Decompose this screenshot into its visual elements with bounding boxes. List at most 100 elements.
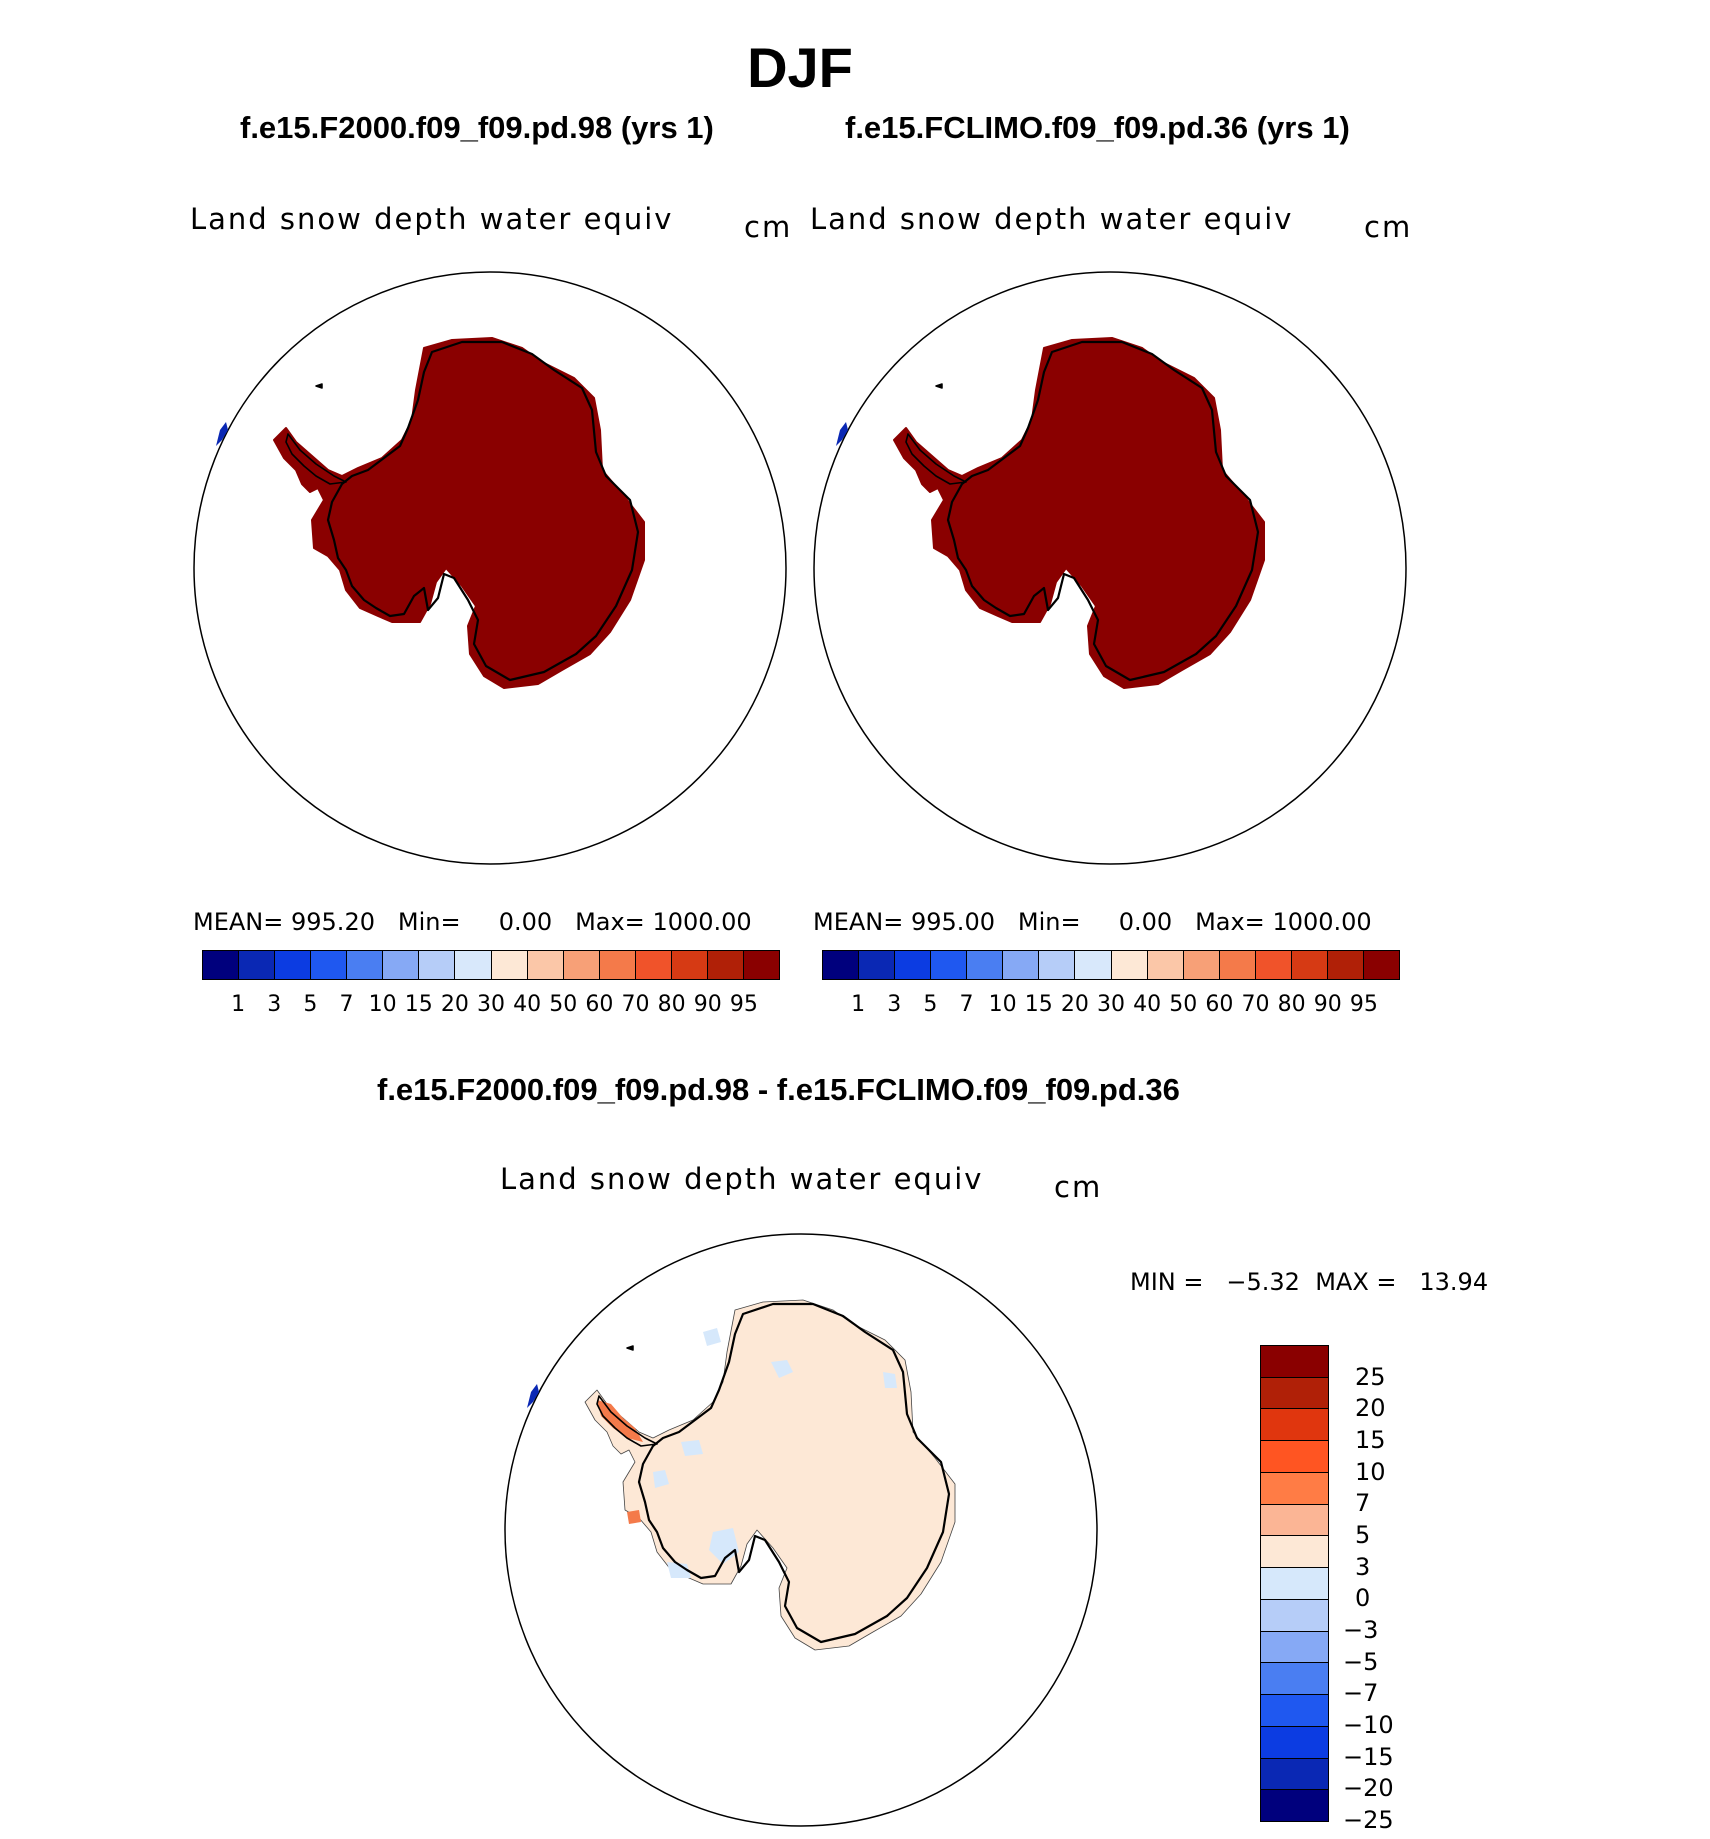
- left-colorbar-box: [563, 951, 600, 979]
- left-colorbar-label: 10: [368, 992, 397, 1017]
- negative-anomaly-patch: [709, 1528, 739, 1564]
- left-colorbar-label: 7: [339, 992, 354, 1017]
- left-colorbar-box: [635, 951, 672, 979]
- right-colorbar-label: 95: [1349, 992, 1378, 1017]
- diff-case-title: f.e15.F2000.f09_f09.pd.98 - f.e15.FCLIMO…: [377, 1072, 1180, 1107]
- right-variable-label: Land snow depth water equiv: [810, 202, 1294, 236]
- diff-colorbar-label: 3: [1355, 1552, 1371, 1581]
- left-colorbar-label: 1: [231, 992, 246, 1017]
- left-min-value: 0.00: [498, 908, 553, 936]
- right-colorbar-label: 5: [923, 992, 938, 1017]
- island-marker: [935, 383, 943, 389]
- diff-colorbar-label: 0: [1355, 1584, 1371, 1613]
- left-colorbar-label: 40: [513, 992, 542, 1017]
- right-colorbar-label: 60: [1205, 992, 1234, 1017]
- diff-stats: MIN = −5.32 MAX = 13.94: [1130, 1268, 1488, 1296]
- island-marker: [315, 383, 323, 389]
- right-colorbar-box: [1039, 951, 1076, 979]
- positive-anomaly-patch: [597, 1400, 643, 1442]
- coastline: [326, 340, 640, 682]
- diff-colorbar-label: 5: [1355, 1521, 1371, 1549]
- right-colorbar: [822, 950, 1400, 980]
- diff-colorbar-box: [1261, 1441, 1328, 1473]
- peninsula-coastline: [285, 433, 347, 485]
- left-mean-label: MEAN=: [193, 908, 284, 936]
- right-colorbar-label: 90: [1313, 992, 1342, 1017]
- diff-variable-label: Land snow depth water equiv: [500, 1162, 984, 1196]
- left-units-label: cm: [744, 210, 793, 244]
- right-units-label: cm: [1364, 210, 1413, 244]
- diff-colorbar-label: 7: [1355, 1489, 1371, 1518]
- diff-colorbar-label: −25: [1343, 1806, 1394, 1834]
- right-colorbar-labels: 1 3 5 7 10 15 20 30 40 50 60 70 80 90 95: [822, 992, 1400, 1020]
- diff-colorbar-box: [1261, 1472, 1328, 1505]
- left-colorbar-box: [203, 951, 240, 979]
- left-max-label: Max=: [575, 908, 645, 936]
- diff-colorbar-box: [1261, 1695, 1328, 1727]
- left-colorbar-box: [275, 951, 312, 979]
- right-colorbar-box: [1291, 951, 1328, 979]
- right-colorbar-box: [823, 951, 860, 979]
- right-colorbar-label: 1: [851, 992, 866, 1017]
- right-colorbar-label: 40: [1133, 992, 1162, 1017]
- diff-colorbar-labels: 25 20 15 10 7 5 3 0 −3 −5 −7 −10 −15 −20 −25: [1343, 1345, 1423, 1834]
- negative-anomaly-patch: [653, 1470, 669, 1488]
- left-colorbar-label: 20: [440, 992, 469, 1017]
- right-min-value: 0.00: [1118, 908, 1173, 936]
- right-colorbar-box: [895, 951, 932, 979]
- left-colorbar-box: [419, 951, 456, 979]
- diff-colorbar-box: [1261, 1599, 1328, 1632]
- diff-colorbar-box: [1261, 1504, 1328, 1537]
- figure-title: DJF: [747, 36, 853, 99]
- diff-colorbar-label: −7: [1343, 1679, 1379, 1708]
- left-colorbar-label: 70: [621, 992, 650, 1017]
- diff-units-label: cm: [1054, 1170, 1103, 1204]
- diff-colorbar-label: −20: [1343, 1774, 1394, 1803]
- diff-colorbar: [1260, 1345, 1329, 1822]
- left-colorbar-label: 95: [729, 992, 758, 1017]
- left-variable-label: Land snow depth water equiv: [190, 202, 674, 236]
- diff-colorbar-label: −3: [1343, 1616, 1379, 1644]
- diff-colorbar-box: [1261, 1346, 1328, 1378]
- right-colorbar-label: 20: [1060, 992, 1089, 1017]
- diff-colorbar-label: 15: [1355, 1426, 1386, 1454]
- peninsula-coastline: [596, 1395, 658, 1447]
- left-case-title: f.e15.F2000.f09_f09.pd.98 (yrs 1): [240, 110, 714, 145]
- right-colorbar-label: 10: [988, 992, 1017, 1017]
- left-colorbar-label: 50: [549, 992, 578, 1017]
- left-colorbar-label: 80: [657, 992, 686, 1017]
- diff-colorbar-box: [1261, 1536, 1328, 1569]
- diff-colorbar-box: [1261, 1790, 1328, 1822]
- diff-colorbar-label: −10: [1343, 1711, 1394, 1739]
- right-mean-label: MEAN=: [813, 908, 904, 936]
- diff-colorbar-box: [1261, 1663, 1328, 1696]
- negative-anomaly-patch: [771, 1360, 793, 1378]
- left-colorbar-label: 90: [693, 992, 722, 1017]
- left-colorbar-label: 30: [477, 992, 505, 1017]
- left-colorbar-label: 60: [585, 992, 614, 1017]
- right-colorbar-box: [1255, 951, 1292, 979]
- diff-colorbar-label: 25: [1355, 1362, 1386, 1391]
- south-america-tip: [216, 422, 228, 446]
- right-colorbar-box: [967, 951, 1004, 979]
- left-antarctica-land: [216, 337, 645, 689]
- diff-colorbar-box: [1261, 1409, 1328, 1442]
- right-colorbar-label: 7: [959, 992, 974, 1017]
- right-colorbar-box: [1003, 951, 1040, 979]
- diff-colorbar-box: [1261, 1568, 1328, 1600]
- diff-colorbar-box: [1261, 1631, 1328, 1664]
- left-stats: MEAN= 995.20 Min= 0.00 Max= 1000.00: [193, 908, 752, 936]
- coastline: [946, 340, 1260, 682]
- left-colorbar-box: [455, 951, 492, 979]
- left-colorbar-box: [347, 951, 384, 979]
- right-colorbar-label: 15: [1024, 992, 1053, 1017]
- left-max-value: 1000.00: [652, 908, 752, 936]
- diff-antarctica-land: [527, 1299, 956, 1651]
- negative-anomaly-patch: [703, 1328, 721, 1346]
- right-polar-map: [813, 271, 1407, 865]
- negative-anomaly-patch: [667, 1562, 691, 1578]
- south-america-tip: [836, 422, 848, 446]
- left-colorbar-box: [239, 951, 276, 979]
- south-america-tip: [527, 1384, 539, 1408]
- diff-polar-map: [504, 1233, 1098, 1827]
